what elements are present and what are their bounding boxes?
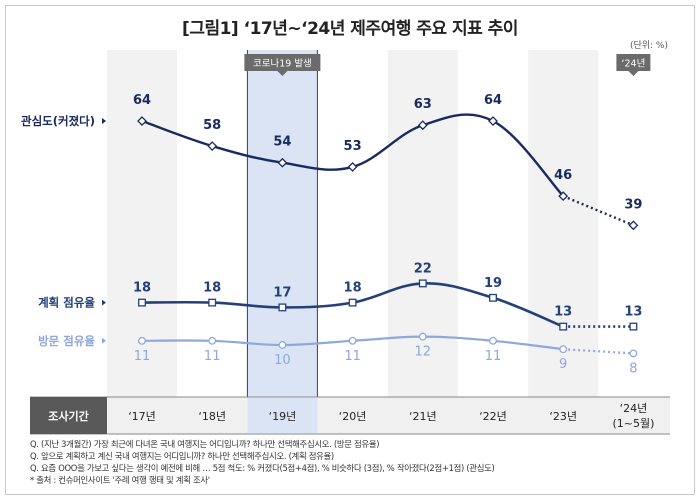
visit-data-label: 9 [559, 357, 567, 372]
interest-data-label: 64 [133, 93, 151, 108]
x-tick-label: ‘18년 [198, 410, 226, 423]
visit-point [348, 336, 357, 345]
plan-point [138, 298, 146, 307]
x-tick-label: ‘24년 [620, 402, 648, 415]
interest-point [488, 116, 498, 126]
visit-data-label: 10 [274, 353, 291, 368]
survey-notes: Q. (지난 3개월간) 가장 최근에 다녀온 국내 여행지는 어디입니까? 하… [30, 438, 680, 486]
interest-point [277, 157, 288, 168]
x-tick-label: ‘23년 [549, 410, 577, 423]
plan-point [489, 293, 497, 302]
visit-line-dotted [563, 348, 634, 355]
interest-point [628, 220, 639, 231]
plan-data-label: 13 [554, 305, 572, 320]
category-row-bg [30, 397, 670, 434]
note-source: * 출처 : 컨슈머인사이트 '주례 여행 행태 및 계획 조사' [30, 475, 210, 485]
covid-badge-label: 코로나19 발생 [253, 59, 312, 70]
interest-data-label: 46 [554, 168, 572, 183]
interest-data-label: 63 [414, 97, 432, 112]
plan-series-arrow [102, 299, 106, 306]
x-tick-label-sub: (1~5월) [612, 417, 654, 430]
visit-point [418, 332, 427, 341]
interest-point [347, 161, 358, 172]
plan-point [629, 322, 638, 331]
plan-point [208, 298, 217, 307]
visit-data-label: 8 [629, 361, 637, 376]
visit-data-label: 11 [204, 349, 221, 364]
x-tick-label: ‘19년 [269, 410, 297, 423]
interest-point [417, 120, 428, 131]
visit-point [629, 349, 638, 358]
visit-point [489, 336, 497, 345]
unit-label: (단위: %) [629, 41, 668, 51]
plan-data-label: 18 [344, 281, 362, 296]
x-tick-label: ‘21년 [409, 410, 437, 423]
visit-data-label: 11 [344, 349, 361, 364]
chart-title: [그림1] ‘17년~‘24년 제주여행 주요 지표 추이 [182, 19, 518, 39]
visit-point [278, 341, 287, 349]
interest-series-label: 관심도(커졌다) [21, 114, 95, 128]
year-2024-badge [616, 54, 651, 71]
plan-data-label: 17 [273, 285, 291, 300]
interest-data-label: 39 [624, 197, 642, 212]
visit-data-label: 11 [134, 349, 151, 364]
visit-data-label: 12 [415, 345, 432, 360]
plan-point [559, 322, 568, 331]
plan-point [418, 279, 427, 288]
interest-point [558, 191, 569, 202]
visit-series-label: 방문 점유율 [38, 334, 95, 348]
period-header-cell [30, 397, 107, 434]
year-2024-badge-label: ‘24년 [621, 59, 645, 70]
column-stripe [528, 50, 599, 397]
x-tick-label: ‘17년 [128, 410, 156, 423]
note-plan: Q. 앞으로 계획하고 계신 국내 여행지는 어디입니까? 하나만 선택해주십시… [30, 451, 334, 461]
plan-data-label: 18 [203, 281, 221, 296]
plan-data-label: 13 [624, 305, 642, 320]
visit-point [559, 345, 568, 354]
covid-highlight-column [247, 50, 318, 397]
covid-category-cell [247, 398, 318, 433]
interest-data-label: 58 [203, 118, 221, 133]
year-2024-badge-pointer [628, 71, 639, 76]
plan-point [348, 298, 357, 307]
x-tick-label: ‘22년 [479, 410, 507, 423]
period-header-label: 조사기간 [48, 409, 88, 423]
visit-point [208, 336, 217, 345]
interest-data-label: 54 [273, 135, 291, 150]
interest-series-arrow [102, 118, 106, 125]
plan-data-label: 19 [484, 276, 502, 291]
plan-data-label: 18 [133, 281, 151, 296]
x-tick-label: ‘20년 [339, 410, 367, 423]
interest-point [207, 141, 218, 151]
plan-series-label: 계획 점유율 [38, 296, 95, 310]
plan-data-label: 22 [414, 261, 432, 276]
visit-data-label: 11 [485, 349, 502, 364]
plan-point [278, 303, 287, 312]
visit-point [138, 336, 146, 345]
interest-data-label: 64 [484, 93, 502, 108]
note-visit: Q. (지난 3개월간) 가장 최근에 다녀온 국내 여행지는 어디입니까? 하… [30, 439, 380, 449]
visit-series-arrow [102, 337, 106, 344]
covid-badge [244, 54, 321, 71]
note-interest: Q. 요즘 OOO을 가보고 싶다는 생각이 예전에 비해 … 5점 척도: %… [30, 463, 495, 473]
interest-point [137, 116, 147, 126]
interest-data-label: 53 [344, 139, 362, 154]
covid-badge-pointer [277, 71, 288, 76]
